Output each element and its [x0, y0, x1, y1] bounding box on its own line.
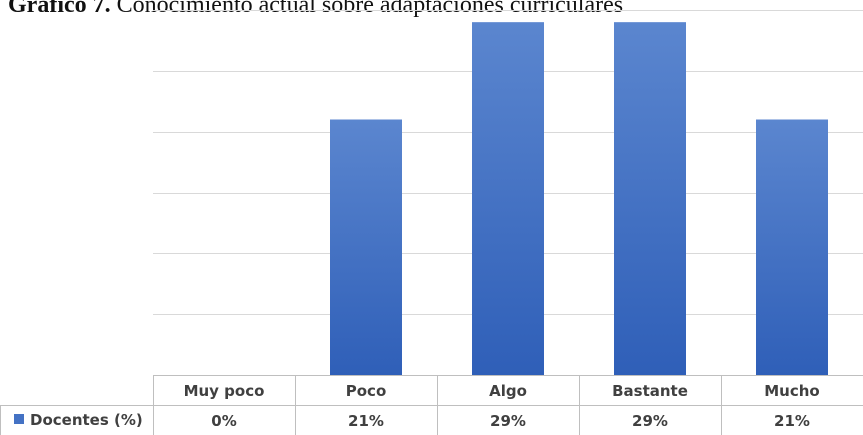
value-label: 21%: [348, 412, 384, 430]
bar-bastante: [614, 22, 686, 376]
category-label: Poco: [346, 382, 387, 400]
category-label: Muy poco: [184, 382, 265, 400]
category-label: Bastante: [612, 382, 688, 400]
category-label: Algo: [489, 382, 527, 400]
bar-algo: [472, 22, 544, 376]
legend-label: Docentes (%): [30, 411, 143, 429]
chart-title-prefix: Gráfico 7.: [8, 0, 111, 18]
value-label: 0%: [211, 412, 236, 430]
value-label: 29%: [490, 412, 526, 430]
chart-title: Gráfico 7. Conocimiento actual sobre ada…: [8, 0, 623, 20]
bar-poco: [330, 119, 402, 375]
chart-title-text: Conocimiento actual sobre adaptaciones c…: [116, 0, 624, 18]
legend-swatch: [14, 414, 24, 424]
bar-mucho: [756, 119, 828, 375]
value-label: 29%: [632, 412, 668, 430]
category-label: Mucho: [764, 382, 819, 400]
value-label: 21%: [774, 412, 810, 430]
